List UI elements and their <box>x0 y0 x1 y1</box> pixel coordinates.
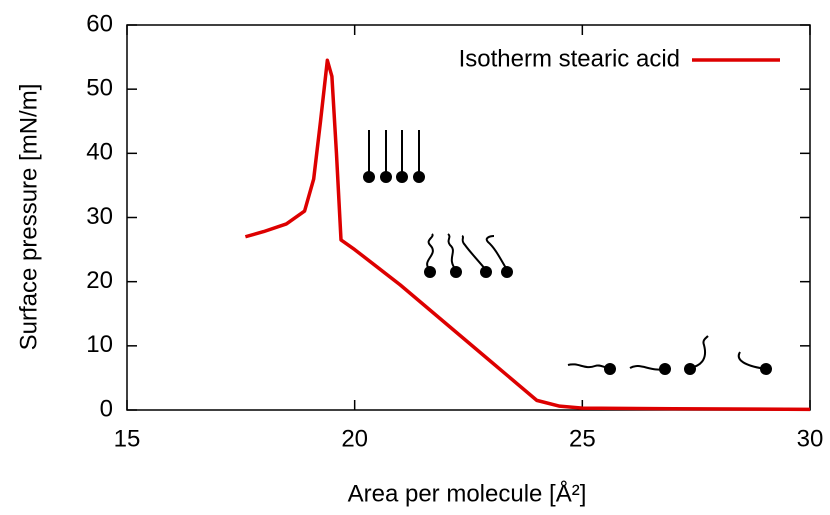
y-tick-label: 10 <box>86 331 113 358</box>
y-tick-label: 50 <box>86 75 113 102</box>
y-tick-label: 0 <box>100 395 113 422</box>
x-tick-label: 30 <box>797 425 824 452</box>
x-axis-label: Area per molecule [Å²] <box>348 479 587 507</box>
y-tick-label: 60 <box>86 10 113 37</box>
y-tick-label: 40 <box>86 139 113 166</box>
plot-frame <box>126 24 811 411</box>
y-tick-label: 20 <box>86 267 113 294</box>
x-tick-label: 15 <box>114 425 141 452</box>
legend-label: Isotherm stearic acid <box>459 45 680 72</box>
series-line <box>244 58 811 412</box>
molecule-icons <box>363 130 772 375</box>
y-tick-label: 30 <box>86 203 113 230</box>
x-tick-label: 25 <box>569 425 596 452</box>
y-axis-label: Surface pressure [mN/m] <box>15 84 42 351</box>
x-tick-label: 20 <box>341 425 368 452</box>
